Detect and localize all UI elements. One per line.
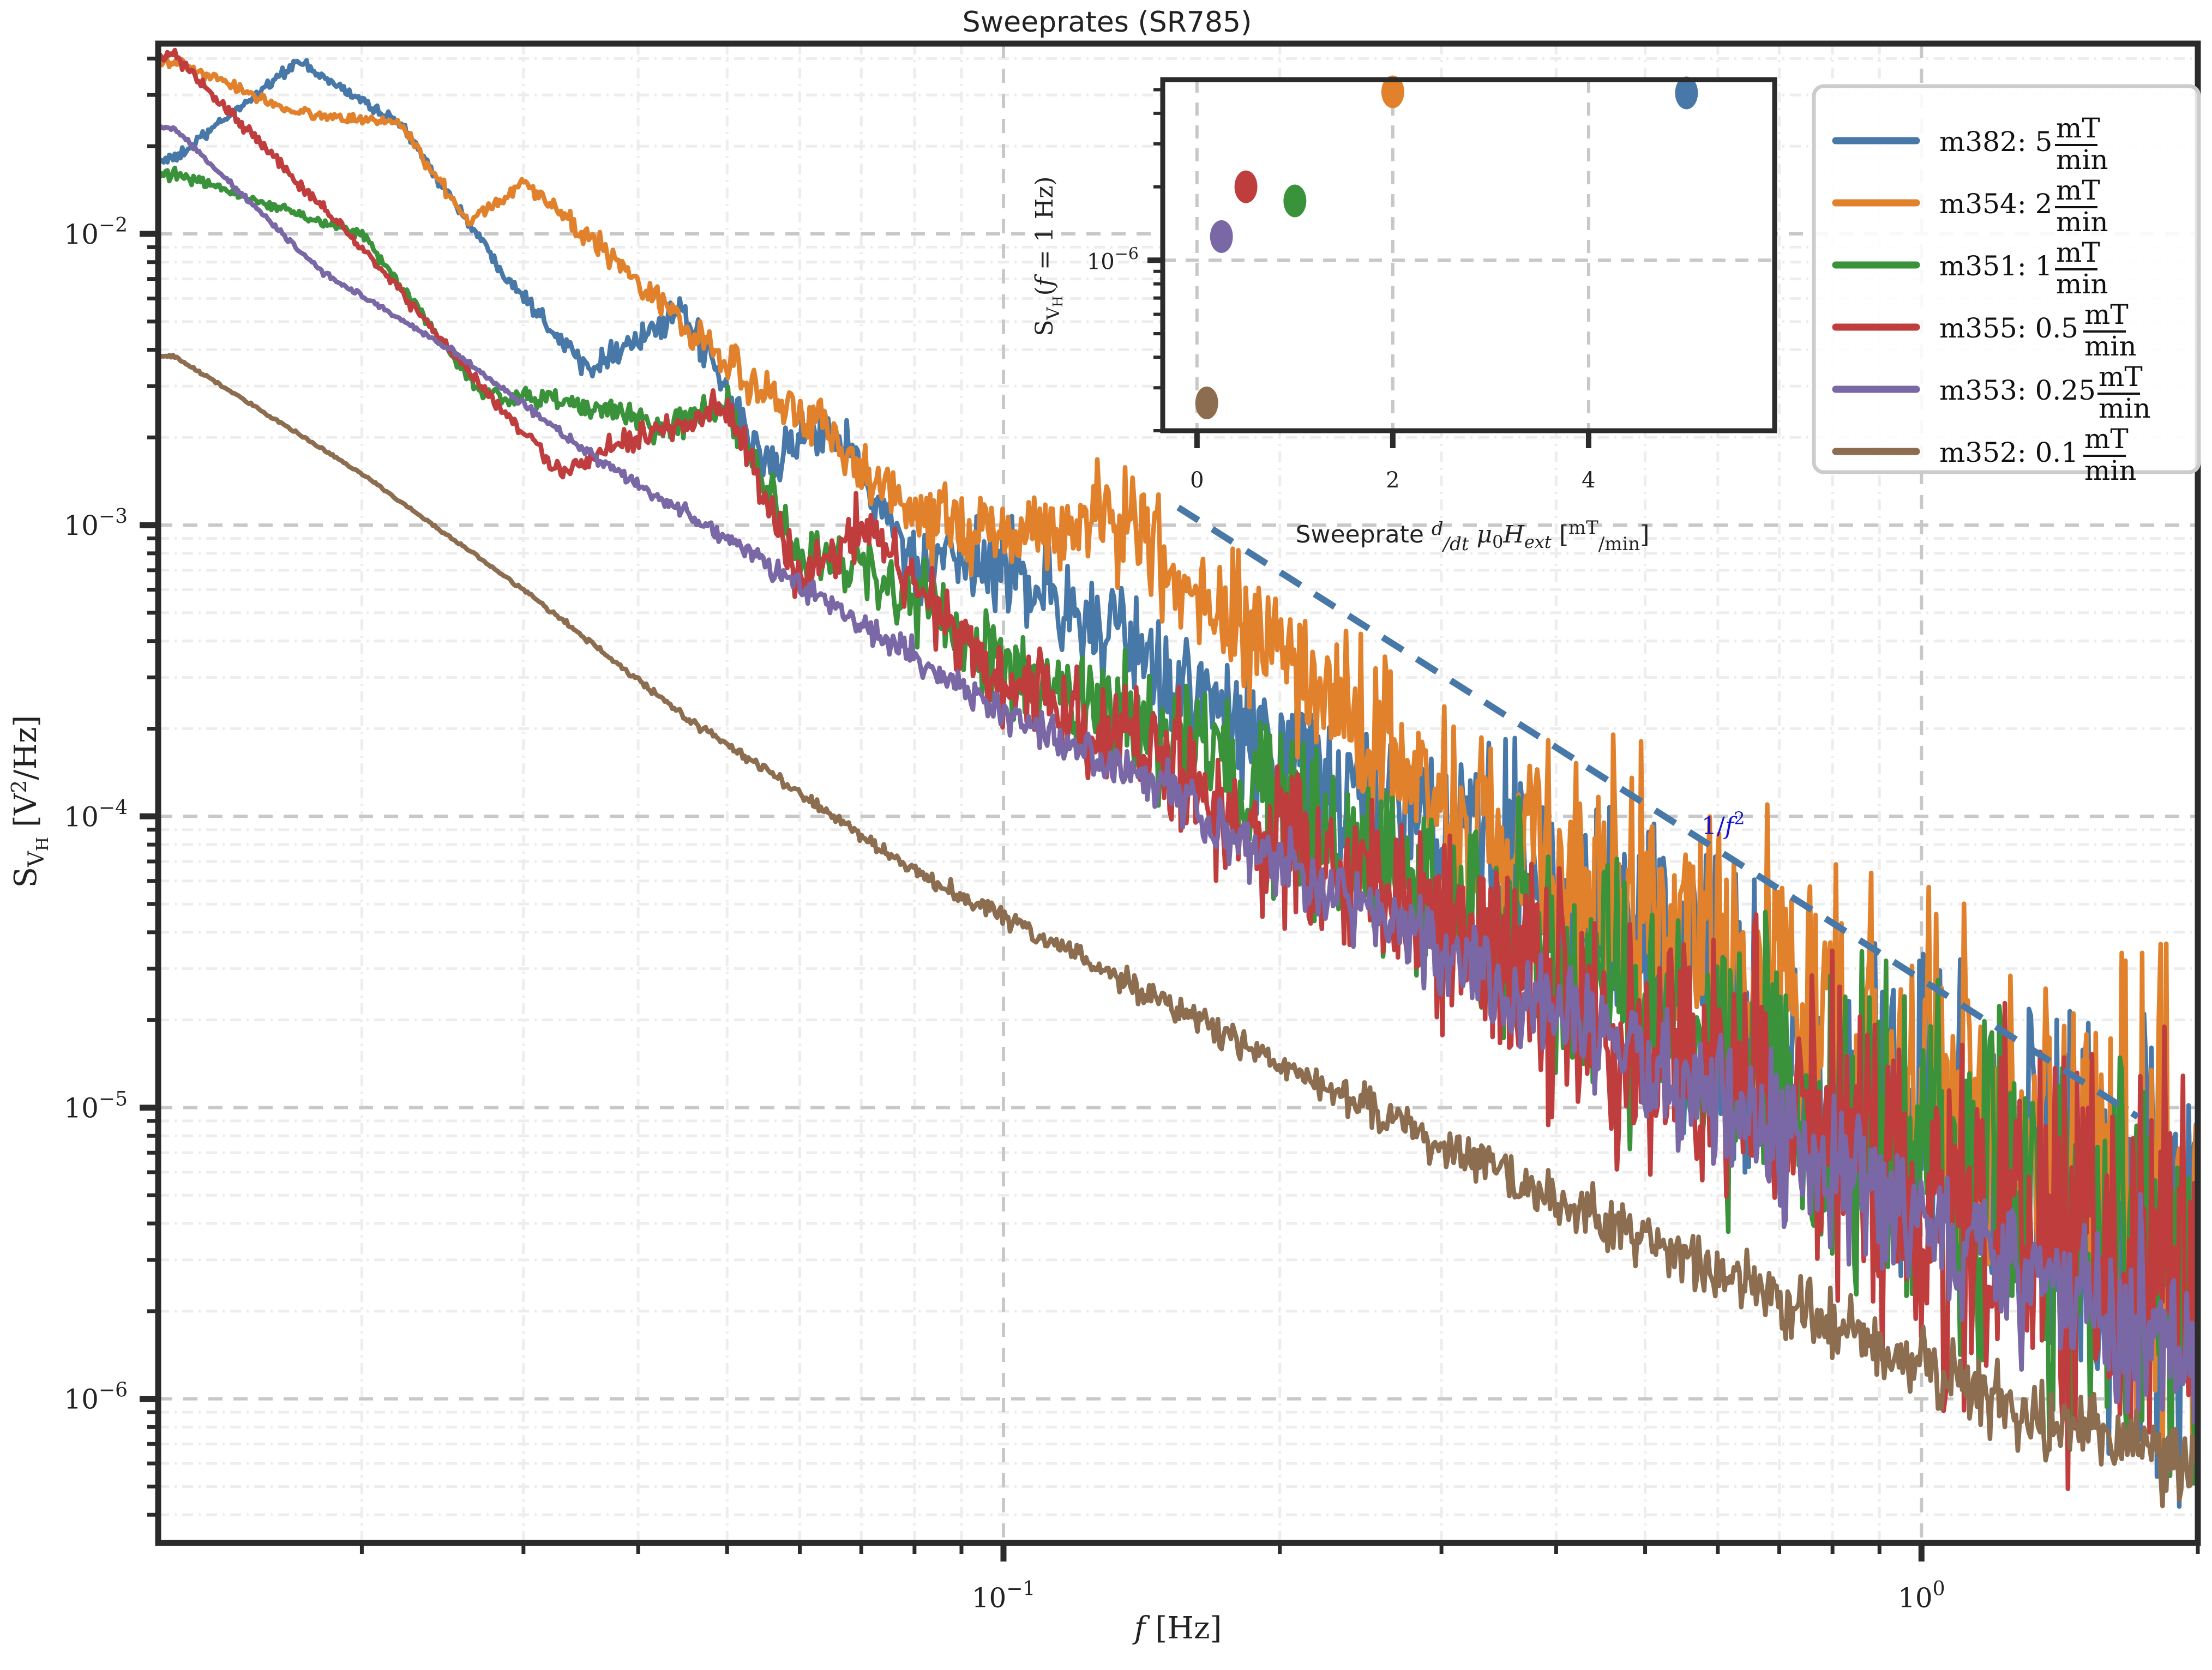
inset-data-point <box>1195 387 1218 420</box>
series-group <box>155 47 2201 1509</box>
inset-data-point <box>1283 184 1307 218</box>
inset-x-axis-label: Sweeprate d/dt μ0Hext [mT/min] <box>1296 517 1650 555</box>
legend-unit-numerator: mT <box>2099 361 2143 393</box>
inset-y-axis-label: SVH(f = 1 Hz) <box>1031 176 1066 336</box>
inset-grid <box>1163 80 1775 431</box>
x-axis-label: f [Hz] <box>1132 1611 1222 1646</box>
inset-x-tick-label: 2 <box>1386 468 1399 493</box>
main-axes-frame <box>155 40 2201 1546</box>
legend-unit-denominator: min <box>2099 393 2151 424</box>
inset-scatter-points <box>1195 75 1698 420</box>
legend-unit-denominator: min <box>2056 206 2108 238</box>
page-title: Sweeprates (SR785) <box>963 6 1252 39</box>
legend-unit-denominator: min <box>2056 268 2108 300</box>
svg-text:SVH [V2/Hz]: SVH [V2/Hz] <box>7 715 52 888</box>
inset-axes-frame <box>1160 77 1777 433</box>
legend-unit-denominator: min <box>2084 330 2137 362</box>
inset-data-point <box>1381 75 1404 108</box>
legend-unit-numerator: mT <box>2056 174 2100 206</box>
inset-tick-labels: 0 2 4 10−6 <box>1087 244 1596 493</box>
inset-plot-area <box>1163 80 1775 431</box>
inset-x-tick-label: 4 <box>1582 468 1595 493</box>
series-line <box>155 47 2201 1491</box>
legend-unit-numerator: mT <box>2084 299 2129 330</box>
legend-unit-numerator: mT <box>2084 423 2129 455</box>
legend-unit-numerator: mT <box>2056 112 2100 144</box>
inset-data-point <box>1210 220 1233 253</box>
inset-data-point <box>1234 170 1258 203</box>
main-tick-marks <box>140 56 2200 1562</box>
legend-item-label: m351: 1 <box>1939 250 2052 282</box>
svg-text:SVH(f = 1 Hz): SVH(f = 1 Hz) <box>1031 176 1066 336</box>
legend-item-label: m382: 5 <box>1939 126 2052 158</box>
inset-data-point <box>1675 76 1698 110</box>
x-tick-label: 10−1 <box>972 1578 1036 1614</box>
y-axis-label: SVH [V2/Hz] <box>7 715 52 888</box>
inset-y-tick-label: 10−6 <box>1087 244 1139 274</box>
legend-item-label: m353: 0.25 <box>1939 375 2096 406</box>
series-line <box>155 353 2201 1509</box>
legend-unit-denominator: min <box>2056 144 2108 176</box>
inset-axes: 0 2 4 10−6 SVH(f = 1 Hz) Sweeprate d/dt μ0H… <box>1031 75 1777 555</box>
legend-item-label: m355: 0.5 <box>1939 312 2078 344</box>
guide-line-group <box>1176 504 2139 1120</box>
inset-tick-marks <box>1147 88 1591 448</box>
legend-unit-denominator: min <box>2084 455 2137 486</box>
svg-text:f [Hz]: f [Hz] <box>1132 1611 1222 1646</box>
inset-x-tick-label: 0 <box>1190 468 1204 493</box>
series-line <box>155 124 2201 1425</box>
y-tick-label: 10−4 <box>64 797 128 833</box>
svg-text:Sweeprate d/dt μ0Hext [mT/min]: Sweeprate d/dt μ0Hext [mT/min] <box>1296 517 1650 555</box>
legend-item-label: m352: 0.1 <box>1939 437 2078 468</box>
legend-unit-numerator: mT <box>2056 237 2100 268</box>
legend-item-label: m354: 2 <box>1939 188 2052 220</box>
legend-box <box>1812 84 2201 474</box>
grid-major <box>158 44 2198 1543</box>
